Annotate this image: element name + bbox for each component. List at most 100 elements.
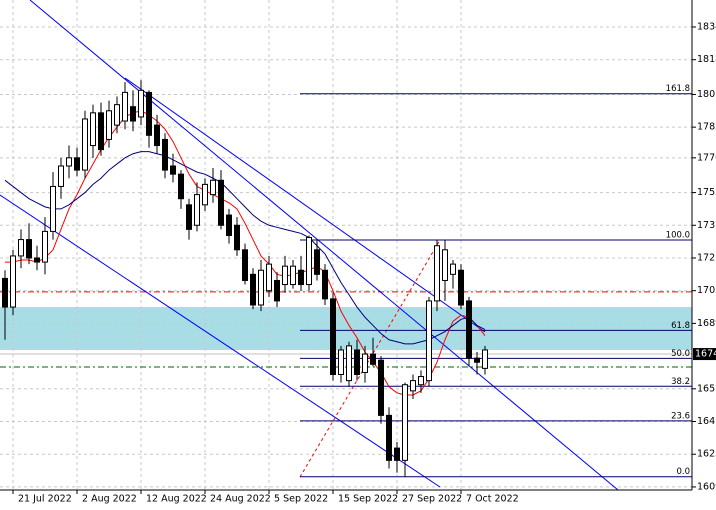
fib-label: 61.8 [671,321,690,331]
candle-body [442,249,448,281]
candle-body [138,89,144,118]
candle-body [434,245,440,302]
back-layer [0,0,692,490]
channel-line [0,194,441,488]
y-tick-label: 1834 [697,21,716,32]
candle-body [58,165,64,187]
candle-body [386,414,392,461]
y-tick-label: 1609 [697,481,716,492]
candle-body [66,157,72,167]
candle-body [154,124,160,147]
candle-body [42,230,48,263]
candle-body [402,384,408,461]
fib-trend-line [299,239,441,478]
fib-label: 100.0 [666,230,690,240]
candle-body [82,118,88,171]
x-tick-label: 7 Oct 2022 [466,494,519,505]
candle-body [162,138,168,171]
candle-body [170,165,176,175]
current-price-label: 1674 [695,349,716,360]
y-tick-label: 1689 [697,318,716,329]
candle-body [98,112,104,151]
candle-body [34,257,40,263]
candle-body [242,249,248,281]
candle-body [482,349,488,369]
x-tick-label: 21 Jul 2022 [18,494,72,505]
candle-body [106,110,112,140]
candle-body [370,353,376,365]
y-tick-label: 1625 [697,449,716,460]
candle-body [178,173,184,200]
y-tick-label: 1770 [697,152,716,163]
candle-body [130,106,136,122]
y-tick-label: 1818 [697,54,716,65]
y-tick-label: 1705 [697,285,716,296]
fib-label: 23.6 [671,411,690,421]
candle-body [458,269,464,306]
candle-body [410,380,416,392]
fib-label: 38.2 [671,377,690,387]
x-tick-label: 5 Sep 2022 [274,494,328,505]
fib-label: 0.0 [676,467,690,477]
candle-body [74,157,80,171]
candle-body [274,279,280,302]
candle-body [426,300,432,382]
candle-body [282,265,288,286]
candle-body [122,91,128,122]
x-tick-label: 12 Aug 2022 [146,494,207,505]
candle-body [250,273,256,306]
fib-label: 50.0 [671,349,690,359]
channel-line [124,77,486,333]
x-tick-label: 2 Aug 2022 [82,494,137,505]
y-tick-label: 1785 [697,122,716,133]
candle-body [18,239,24,257]
candle-body [226,214,232,236]
candle-body [378,359,384,416]
candle-body [290,265,296,286]
fib-label: 161.8 [666,84,690,94]
candle-body [346,345,352,382]
candle-body [266,263,272,292]
candle-body [210,179,216,196]
candle-body [50,185,56,232]
candle-body [338,349,344,376]
candle-body [466,300,472,359]
candle-body [10,255,16,308]
candle-body [2,277,8,308]
candle-body [354,349,360,376]
candle-body [186,204,192,230]
candle-body [362,353,368,373]
candle-body [194,194,200,226]
candle-body [418,376,424,386]
candle-body [234,224,240,251]
x-tick-label: 15 Sep 2022 [338,494,398,505]
channel-line [29,0,619,491]
candle-body [450,263,456,275]
candle-body [90,112,96,147]
candle-body [258,269,264,306]
candle-body [330,298,336,376]
candle-body [146,91,152,136]
x-tick-label: 27 Sep 2022 [402,494,462,505]
current-price-box [693,348,716,361]
y-tick-label: 1657 [697,383,716,394]
y-tick-label: 1753 [697,187,716,198]
candle-body [298,269,304,286]
candle-body [322,269,328,300]
candle-body [114,104,120,126]
zone [0,307,692,350]
candle-body [314,249,320,275]
candle-body [218,179,224,226]
x-tick-label: 24 Aug 2022 [210,494,271,505]
candle-body [26,239,32,259]
moving-average [4,151,486,345]
candle-body [202,183,208,206]
candle-body [394,447,400,461]
candle-body [474,357,480,363]
